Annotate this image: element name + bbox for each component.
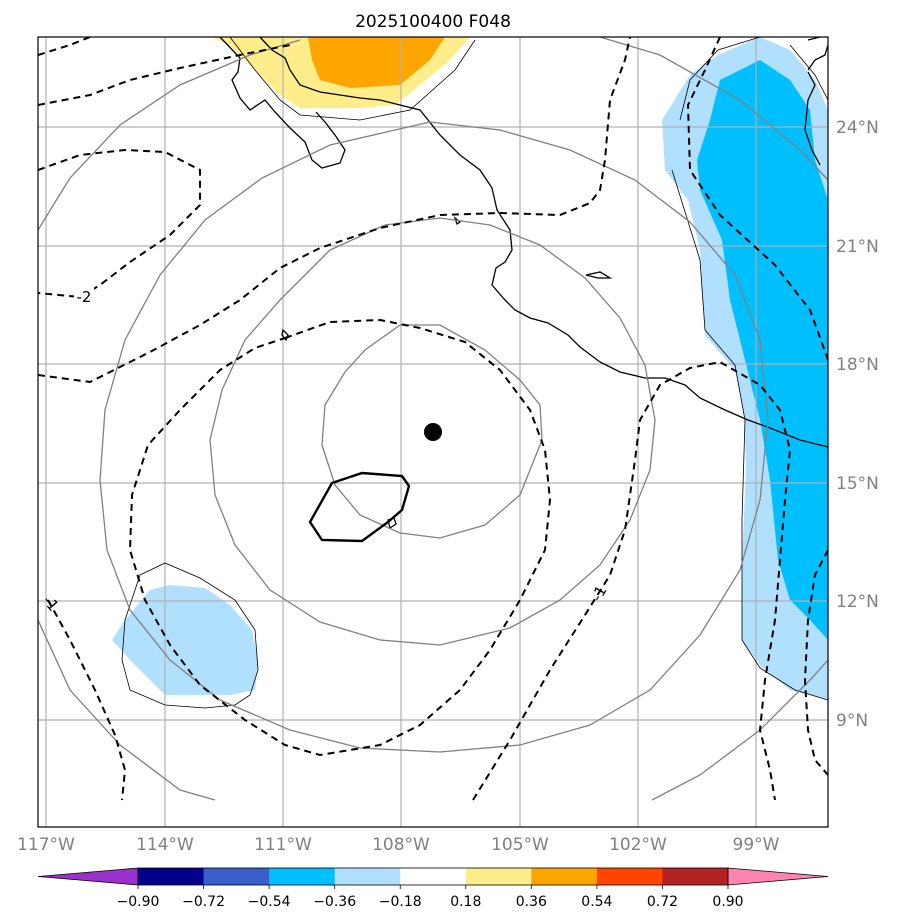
lon-label: 99°W [733,835,780,855]
colorbar-tick-label: 0.36 [516,894,547,910]
latitude-labels: 24°N 21°N 18°N 15°N 12°N 9°N [836,118,879,731]
colorbar-extend-high [727,867,829,886]
colorbar-tick-label: −0.54 [248,894,291,910]
lat-label: 18°N [836,355,879,375]
lat-label: 9°N [836,711,868,731]
colorbar-tick-label: 0.90 [712,894,743,910]
colorbar-tick-label: 0.72 [647,894,678,910]
colorbar-swatch [465,868,532,885]
colorbar-tick-label: 0.54 [581,894,612,910]
colorbar-swatch [400,868,467,885]
colorbar-tick-label: −0.90 [117,894,160,910]
colorbar: −0.90 −0.72 −0.54 −0.36 −0.18 0.18 0.36 0.54 0.7… [37,867,829,910]
lon-label: 105°W [491,835,549,855]
shading-outlines [121,37,828,709]
storm-center-marker [424,423,442,441]
lon-label: 114°W [136,835,194,855]
contour-label-neg2: -2 [77,288,92,306]
colorbar-frame [137,867,729,886]
map-plot-area: -2 -1 -1 [38,37,828,827]
colorbar-tick-label: −0.72 [182,894,225,910]
lat-label: 12°N [836,592,879,612]
colorbar-extend-low [37,867,139,886]
lat-label: 24°N [836,118,879,138]
map-frame [37,36,829,828]
lon-label: 102°W [609,835,667,855]
coastlines [219,37,828,530]
light-blue-region-southwest [112,585,258,695]
colorbar-tick-label: 0.18 [450,894,481,910]
zero-contour [308,471,411,543]
lat-label: 21°N [836,237,879,257]
colorbar-swatch [531,868,598,885]
colorbar-swatch [269,868,336,885]
deep-blue-region-east [697,60,828,640]
colorbar-tick-label: −0.36 [313,894,356,910]
lat-label: 15°N [836,474,879,494]
lon-label: 117°W [17,835,75,855]
range-rings [38,37,828,801]
orange-positive-region [308,37,445,88]
colorbar-swatch [334,868,401,885]
map-title: 2025100400 F048 [355,12,511,32]
colorbar-swatch [596,868,663,885]
longitude-labels: 117°W 114°W 111°W 108°W 105°W 102°W 99°W [17,835,780,855]
lon-label: 108°W [372,835,430,855]
colorbar-tick-label: −0.18 [379,894,422,910]
colorbar-swatch [203,868,270,885]
graticule [38,37,828,827]
lon-label: 111°W [254,835,312,855]
colorbar-swatch [138,868,205,885]
colorbar-swatch [662,868,729,885]
